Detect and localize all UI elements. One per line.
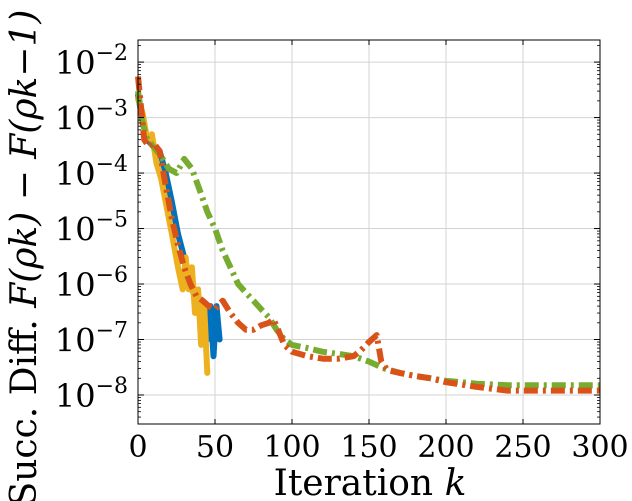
x-tick-label: 50 <box>196 430 234 465</box>
grid <box>137 40 601 424</box>
ticks <box>137 40 601 425</box>
x-tick-label: 250 <box>494 430 551 465</box>
y-tick-label: 10−5 <box>55 208 128 249</box>
y-tick-label: 10−6 <box>55 263 128 304</box>
series-line-2 <box>135 95 211 376</box>
x-tick-label: 300 <box>571 430 628 465</box>
y-tick-label: 10−7 <box>55 319 128 360</box>
x-axis-title: Iteration k <box>274 463 467 501</box>
series-line-4 <box>135 76 600 394</box>
y-tick-label: 10−2 <box>55 41 128 82</box>
y-tick-label: 10−3 <box>55 97 128 138</box>
x-tick-labels: 0 50 100 150 200 250 300 <box>128 430 628 465</box>
series-layer <box>135 76 600 394</box>
y-tick-label: 10−4 <box>55 152 128 193</box>
x-tick-label: 0 <box>128 430 147 465</box>
x-tick-label: 150 <box>340 430 397 465</box>
x-tick-label: 200 <box>417 430 474 465</box>
x-tick-label: 100 <box>263 430 320 465</box>
y-tick-label: 10−8 <box>55 374 128 415</box>
y-axis-title: Succ. Diff. F(ρk) − F(ρk−1) <box>4 10 45 501</box>
y-tick-labels: 10−8 10−7 10−6 10−5 10−4 10−3 10−2 <box>55 41 128 415</box>
